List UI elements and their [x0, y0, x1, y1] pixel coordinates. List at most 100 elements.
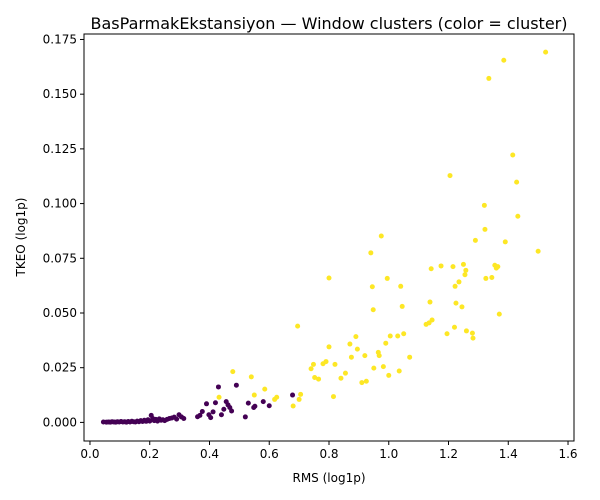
scatter-point-cluster-1	[370, 307, 376, 313]
scatter-point-cluster-1	[251, 392, 257, 398]
scatter-point-cluster-1	[248, 374, 254, 380]
scatter-point-cluster-1	[363, 378, 369, 384]
x-axis: 0.0 0.2 0.4 0.6 0.8 1.0 1.2 1.4 1.6	[80, 441, 578, 461]
scatter-point-cluster-1	[362, 353, 368, 359]
scatter-point-cluster-1	[495, 264, 501, 270]
scatter-point-cluster-1	[486, 75, 492, 81]
y-tick-label: 0.000	[43, 415, 77, 429]
scatter-point-cluster-1	[398, 283, 404, 289]
scatter-point-cluster-1	[316, 376, 322, 382]
scatter-point-cluster-1	[380, 364, 386, 370]
scatter-point-cluster-1	[230, 369, 236, 375]
scatter-point-cluster-0	[204, 401, 209, 407]
scatter-point-cluster-1	[330, 394, 336, 400]
x-tick-label: 0.0	[80, 447, 99, 461]
scatter-point-cluster-1	[308, 366, 314, 372]
scatter-point-cluster-1	[295, 323, 301, 329]
points-layer	[100, 49, 549, 425]
scatter-point-cluster-1	[371, 365, 377, 371]
scatter-point-cluster-1	[332, 361, 338, 367]
scatter-point-cluster-1	[407, 354, 413, 360]
scatter-point-cluster-1	[489, 275, 495, 281]
scatter-point-cluster-0	[212, 400, 218, 406]
scatter-point-cluster-1	[428, 266, 434, 272]
scatter-point-cluster-1	[483, 275, 489, 281]
scatter-point-cluster-1	[376, 353, 382, 359]
scatter-point-cluster-0	[242, 414, 248, 420]
scatter-point-cluster-1	[456, 279, 462, 285]
scatter-point-cluster-0	[181, 415, 187, 421]
x-tick-label: 0.6	[260, 447, 279, 461]
scatter-point-cluster-1	[501, 57, 507, 63]
scatter-point-cluster-1	[452, 283, 458, 289]
scatter-point-cluster-1	[312, 375, 318, 381]
scatter-point-cluster-1	[262, 386, 268, 392]
y-axis-label: TKEO (log1p)	[14, 198, 28, 278]
y-tick-label: 0.025	[43, 361, 77, 375]
scatter-point-cluster-1	[460, 261, 466, 267]
scatter-point-cluster-1	[444, 331, 450, 337]
scatter-point-cluster-1	[326, 275, 332, 281]
scatter-point-cluster-1	[368, 250, 374, 256]
scatter-point-cluster-0	[221, 406, 227, 412]
scatter-point-cluster-0	[252, 403, 258, 409]
scatter-point-cluster-0	[266, 403, 272, 409]
y-axis: 0.000 0.025 0.050 0.075 0.100 0.125 0.150 0.175	[43, 32, 84, 429]
scatter-point-cluster-1	[543, 49, 549, 55]
scatter-point-cluster-1	[451, 324, 457, 330]
scatter-point-cluster-1	[469, 330, 475, 336]
x-tick-label: 1.2	[439, 447, 458, 461]
scatter-point-cluster-1	[290, 403, 296, 409]
scatter-point-cluster-1	[515, 213, 521, 219]
plot-frame	[83, 33, 575, 442]
scatter-point-cluster-1	[323, 359, 329, 365]
scatter-point-cluster-1	[342, 370, 348, 376]
scatter-point-cluster-1	[274, 394, 280, 400]
scatter-point-cluster-1	[427, 299, 433, 305]
scatter-point-cluster-1	[472, 237, 478, 243]
scatter-point-cluster-1	[387, 333, 393, 339]
scatter-point-cluster-1	[450, 264, 456, 270]
y-tick-label: 0.100	[43, 197, 77, 211]
scatter-point-cluster-1	[216, 394, 222, 400]
scatter-point-cluster-0	[215, 384, 221, 390]
scatter-point-cluster-1	[453, 300, 459, 306]
y-tick-label: 0.150	[43, 87, 77, 101]
scatter-point-cluster-0	[233, 382, 239, 388]
scatter-point-cluster-0	[210, 409, 216, 415]
scatter-point-cluster-0	[199, 408, 205, 414]
scatter-point-cluster-1	[395, 333, 401, 339]
scatter-point-cluster-1	[470, 335, 476, 341]
scatter-point-cluster-1	[463, 328, 469, 334]
scatter-point-cluster-1	[369, 284, 375, 290]
scatter-point-cluster-0	[245, 400, 251, 406]
scatter-point-cluster-1	[310, 361, 316, 367]
x-tick-label: 0.8	[319, 447, 338, 461]
scatter-point-cluster-0	[208, 415, 214, 421]
scatter-point-cluster-1	[401, 331, 407, 337]
scatter-point-cluster-1	[514, 179, 520, 185]
scatter-point-cluster-0	[218, 412, 224, 418]
scatter-point-cluster-1	[459, 304, 465, 310]
scatter-point-cluster-1	[447, 173, 453, 179]
scatter-point-cluster-1	[429, 317, 435, 323]
scatter-point-cluster-1	[386, 372, 392, 378]
scatter-point-cluster-1	[496, 311, 502, 317]
scatter-point-cluster-1	[296, 396, 302, 402]
scatter-point-cluster-1	[383, 340, 389, 346]
y-tick-label: 0.075	[43, 251, 77, 265]
scatter-point-cluster-1	[502, 239, 508, 245]
x-tick-label: 1.4	[499, 447, 518, 461]
scatter-point-cluster-1	[481, 202, 487, 208]
x-tick-label: 1.0	[379, 447, 398, 461]
scatter-point-cluster-1	[359, 380, 365, 386]
scatter-point-cluster-1	[338, 375, 344, 381]
y-tick-label: 0.125	[43, 142, 77, 156]
x-tick-label: 1.6	[558, 447, 577, 461]
scatter-point-cluster-1	[298, 391, 304, 397]
scatter-point-cluster-1	[438, 263, 444, 269]
scatter-point-cluster-1	[462, 272, 468, 278]
scatter-point-cluster-1	[353, 334, 359, 340]
scatter-point-cluster-1	[510, 152, 516, 158]
